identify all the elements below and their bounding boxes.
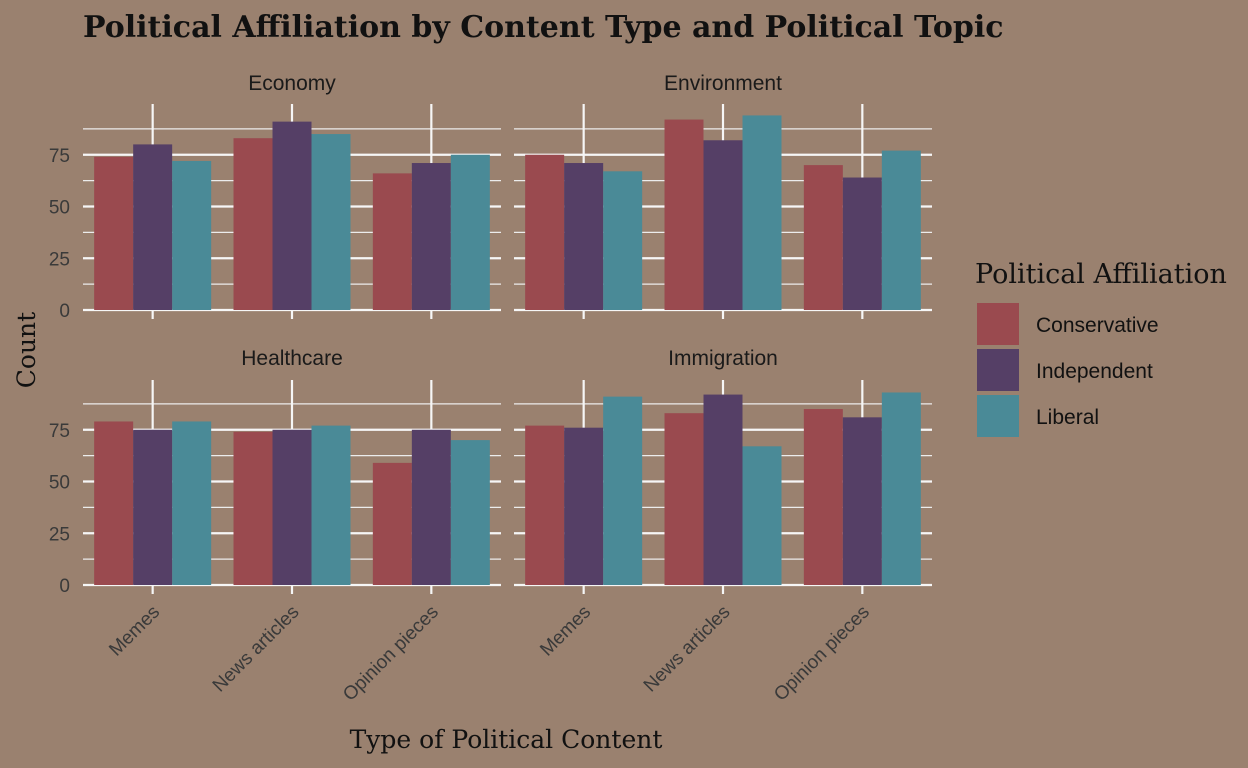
x-tick-label: Opinion pieces <box>770 602 874 706</box>
facet-strip-label: Immigration <box>668 347 778 370</box>
y-tick-label: 50 <box>49 473 70 494</box>
bar-liberal-memes <box>172 421 212 585</box>
bar-independent-memes <box>133 429 173 585</box>
facet-strip-label: Environment <box>664 72 782 95</box>
chart-title: Political Affiliation by Content Type an… <box>83 10 1004 45</box>
bar-liberal-news-articles <box>742 115 782 310</box>
x-tick-label: News articles <box>640 602 735 697</box>
bar-independent-opinion-pieces <box>842 417 882 585</box>
y-tick-label: 0 <box>59 301 70 322</box>
bar-conservative-memes <box>525 154 565 310</box>
bar-liberal-memes <box>172 160 212 310</box>
bar-conservative-news-articles <box>664 119 704 310</box>
bar-independent-memes <box>133 144 173 310</box>
bar-conservative-memes <box>94 421 134 585</box>
bar-independent-news-articles <box>272 429 312 585</box>
legend-swatch-conservative <box>977 303 1019 345</box>
x-tick-label: News articles <box>209 602 304 697</box>
y-tick-label: 0 <box>59 576 70 597</box>
bar-liberal-opinion-pieces <box>450 440 490 585</box>
bar-independent-opinion-pieces <box>411 163 451 310</box>
facet-strip-label: Economy <box>248 72 336 95</box>
x-tick-label: Opinion pieces <box>339 602 443 706</box>
bar-conservative-opinion-pieces <box>372 173 412 310</box>
bar-conservative-opinion-pieces <box>803 165 843 310</box>
x-tick-label: Memes <box>105 602 164 661</box>
bar-conservative-opinion-pieces <box>372 462 412 585</box>
bar-independent-news-articles <box>272 121 312 310</box>
bar-conservative-memes <box>94 156 134 310</box>
bar-liberal-opinion-pieces <box>881 392 921 585</box>
facet-healthcare: Healthcare 0 25 50 75 Memes News articles Opini… <box>49 347 501 705</box>
legend-title: Political Affiliation <box>975 259 1227 290</box>
bar-liberal-memes <box>603 171 643 310</box>
bar-conservative-memes <box>525 425 565 585</box>
y-axis-title: Count <box>12 312 41 388</box>
y-tick-label: 75 <box>49 421 70 442</box>
bar-liberal-opinion-pieces <box>450 154 490 310</box>
legend-label-independent: Independent <box>1036 360 1153 383</box>
facet-immigration: Immigration Memes News articles Opinion pie… <box>514 347 932 705</box>
x-tick-label: Memes <box>536 602 595 661</box>
legend-swatch-liberal <box>977 395 1019 437</box>
facet-strip-label: Healthcare <box>241 347 343 370</box>
facet-economy: Economy 0 25 50 75 <box>49 72 501 322</box>
legend: Political Affiliation Conservative Indepe… <box>975 259 1227 437</box>
y-tick-label: 75 <box>49 146 70 167</box>
bar-liberal-news-articles <box>742 446 782 585</box>
bar-liberal-news-articles <box>311 134 351 310</box>
bar-independent-news-articles <box>703 140 743 310</box>
y-tick-label: 25 <box>49 524 70 545</box>
bar-independent-opinion-pieces <box>842 177 882 310</box>
facet-panels: Economy 0 25 50 75 Environment Healthcare 0 25 50… <box>49 72 932 705</box>
legend-label-conservative: Conservative <box>1036 314 1159 337</box>
legend-label-liberal: Liberal <box>1036 406 1099 429</box>
x-axis-title: Type of Political Content <box>350 725 663 754</box>
bar-conservative-opinion-pieces <box>803 409 843 585</box>
y-tick-label: 50 <box>49 198 70 219</box>
bar-conservative-news-articles <box>233 431 273 585</box>
y-tick-label: 25 <box>49 249 70 270</box>
legend-swatch-independent <box>977 349 1019 391</box>
bar-conservative-news-articles <box>664 413 704 585</box>
bar-liberal-news-articles <box>311 425 351 585</box>
bar-liberal-opinion-pieces <box>881 150 921 310</box>
bar-independent-memes <box>564 427 604 585</box>
bar-conservative-news-articles <box>233 138 273 310</box>
bar-independent-memes <box>564 163 604 310</box>
bar-liberal-memes <box>603 396 643 585</box>
bar-independent-opinion-pieces <box>411 429 451 585</box>
bar-independent-news-articles <box>703 394 743 585</box>
facet-environment: Environment <box>514 72 932 319</box>
